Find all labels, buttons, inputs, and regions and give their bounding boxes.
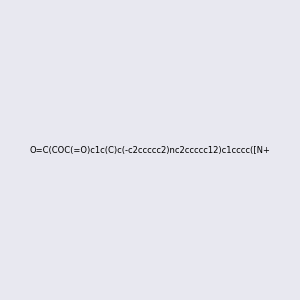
Text: O=C(COC(=O)c1c(C)c(-c2ccccc2)nc2ccccc12)c1cccc([N+: O=C(COC(=O)c1c(C)c(-c2ccccc2)nc2ccccc12)… xyxy=(30,146,270,154)
